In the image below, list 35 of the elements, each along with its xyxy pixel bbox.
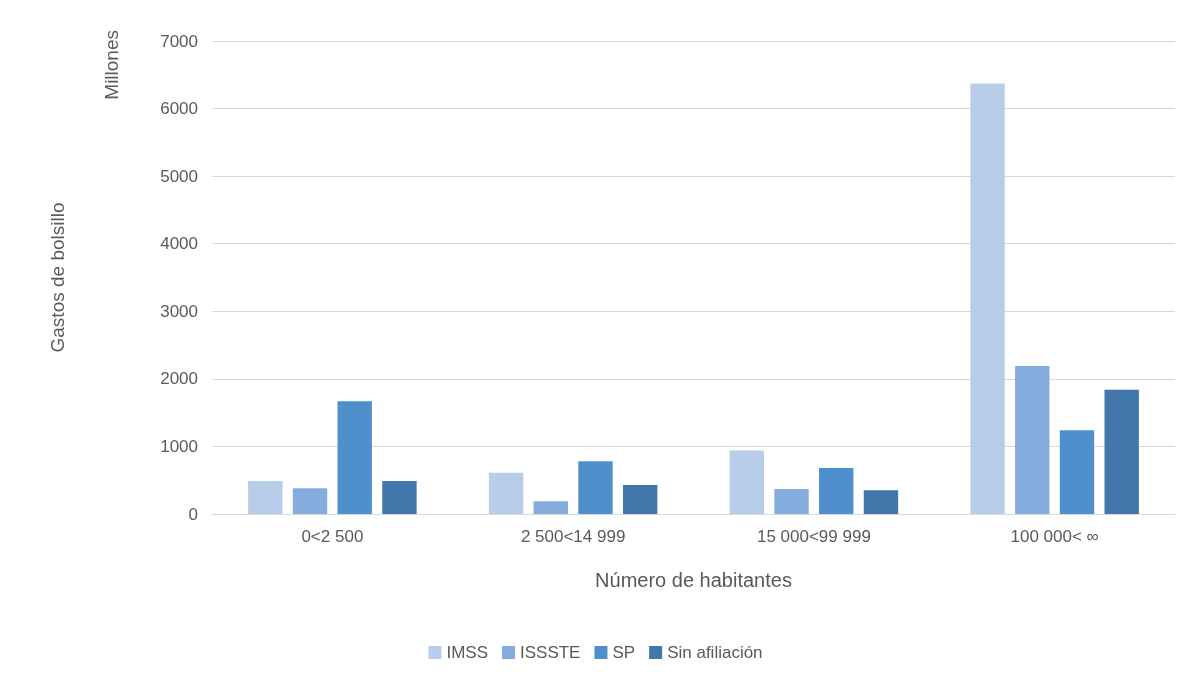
- y-axis-title: Gastos de bolsillo: [47, 202, 68, 353]
- y-tick-label: 5000: [160, 166, 198, 186]
- legend-label: ISSSTE: [519, 643, 581, 662]
- bar: [337, 401, 372, 514]
- bar: [863, 490, 899, 514]
- y-tick-label: 6000: [160, 99, 198, 119]
- bar: [774, 489, 809, 514]
- legend-label: IMSS: [446, 643, 488, 662]
- legend-label: SP: [612, 643, 636, 662]
- text: Millones: [101, 29, 122, 100]
- bar: [488, 472, 524, 514]
- bar: [382, 480, 417, 514]
- bar: [970, 83, 1005, 514]
- x-axis-title: Número de habitantes: [595, 569, 792, 591]
- bar: [248, 480, 283, 514]
- bar: [1059, 430, 1095, 514]
- y-tick-label: 2000: [160, 369, 198, 389]
- y-tick-label: 3000: [160, 301, 198, 321]
- y-tick-label: 1000: [160, 436, 198, 456]
- bar: [292, 488, 328, 514]
- y-tick-label: 4000: [160, 234, 198, 254]
- bar: [819, 468, 854, 514]
- y-tick-label: 0: [188, 504, 198, 524]
- x-tick-label: 100 000< ∞: [1010, 527, 1099, 546]
- bar: [622, 484, 658, 514]
- bar: [1015, 366, 1050, 514]
- bar: [578, 461, 613, 514]
- x-tick-label: 0<2 500: [301, 527, 364, 546]
- bar: [729, 450, 765, 514]
- bar: [533, 501, 568, 514]
- y-tick-label: 7000: [160, 31, 198, 51]
- x-tick-label: 15 000<99 999: [756, 527, 871, 546]
- x-tick-label: 2 500<14 999: [520, 527, 626, 546]
- legend-label: Sin afiliación: [667, 643, 763, 662]
- bar: [1104, 389, 1139, 514]
